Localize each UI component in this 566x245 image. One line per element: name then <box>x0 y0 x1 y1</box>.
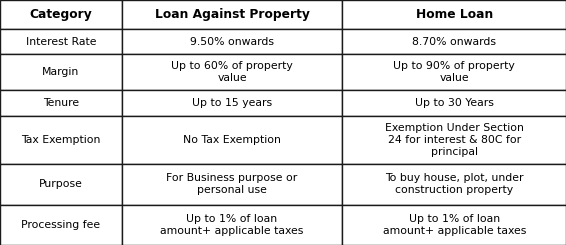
Text: Up to 60% of property
value: Up to 60% of property value <box>171 61 293 83</box>
Text: For Business purpose or
personal use: For Business purpose or personal use <box>166 173 298 196</box>
Bar <box>342 0 566 29</box>
Text: Processing fee: Processing fee <box>22 220 100 230</box>
Text: Exemption Under Section
24 for interest & 80C for
principal: Exemption Under Section 24 for interest … <box>385 123 524 157</box>
Bar <box>342 29 566 54</box>
Text: To buy house, plot, under
construction property: To buy house, plot, under construction p… <box>385 173 524 196</box>
Text: 9.50% onwards: 9.50% onwards <box>190 37 274 47</box>
Bar <box>342 90 566 116</box>
Text: Up to 1% of loan
amount+ applicable taxes: Up to 1% of loan amount+ applicable taxe… <box>160 214 304 236</box>
Bar <box>122 164 342 205</box>
Bar <box>0 116 122 164</box>
Bar <box>0 90 122 116</box>
Text: Tax Exemption: Tax Exemption <box>21 135 101 145</box>
Text: Loan Against Property: Loan Against Property <box>155 8 310 21</box>
Bar <box>342 54 566 90</box>
Text: Interest Rate: Interest Rate <box>25 37 96 47</box>
Text: Up to 30 Years: Up to 30 Years <box>415 98 494 108</box>
Bar <box>0 29 122 54</box>
Bar <box>0 164 122 205</box>
Text: Tenure: Tenure <box>43 98 79 108</box>
Bar <box>342 116 566 164</box>
Text: Margin: Margin <box>42 67 79 77</box>
Text: Home Loan: Home Loan <box>415 8 493 21</box>
Bar <box>342 164 566 205</box>
Bar <box>122 116 342 164</box>
Text: Up to 90% of property
value: Up to 90% of property value <box>393 61 515 83</box>
Text: No Tax Exemption: No Tax Exemption <box>183 135 281 145</box>
Text: Up to 15 years: Up to 15 years <box>192 98 272 108</box>
Bar <box>0 0 122 29</box>
Text: Category: Category <box>29 8 92 21</box>
Bar <box>122 29 342 54</box>
Bar <box>122 205 342 245</box>
Text: Up to 1% of loan
amount+ applicable taxes: Up to 1% of loan amount+ applicable taxe… <box>383 214 526 236</box>
Text: 8.70% onwards: 8.70% onwards <box>412 37 496 47</box>
Bar <box>0 205 122 245</box>
Bar <box>122 0 342 29</box>
Bar <box>342 205 566 245</box>
Bar <box>122 54 342 90</box>
Bar <box>0 54 122 90</box>
Bar <box>122 90 342 116</box>
Text: Purpose: Purpose <box>39 179 83 189</box>
